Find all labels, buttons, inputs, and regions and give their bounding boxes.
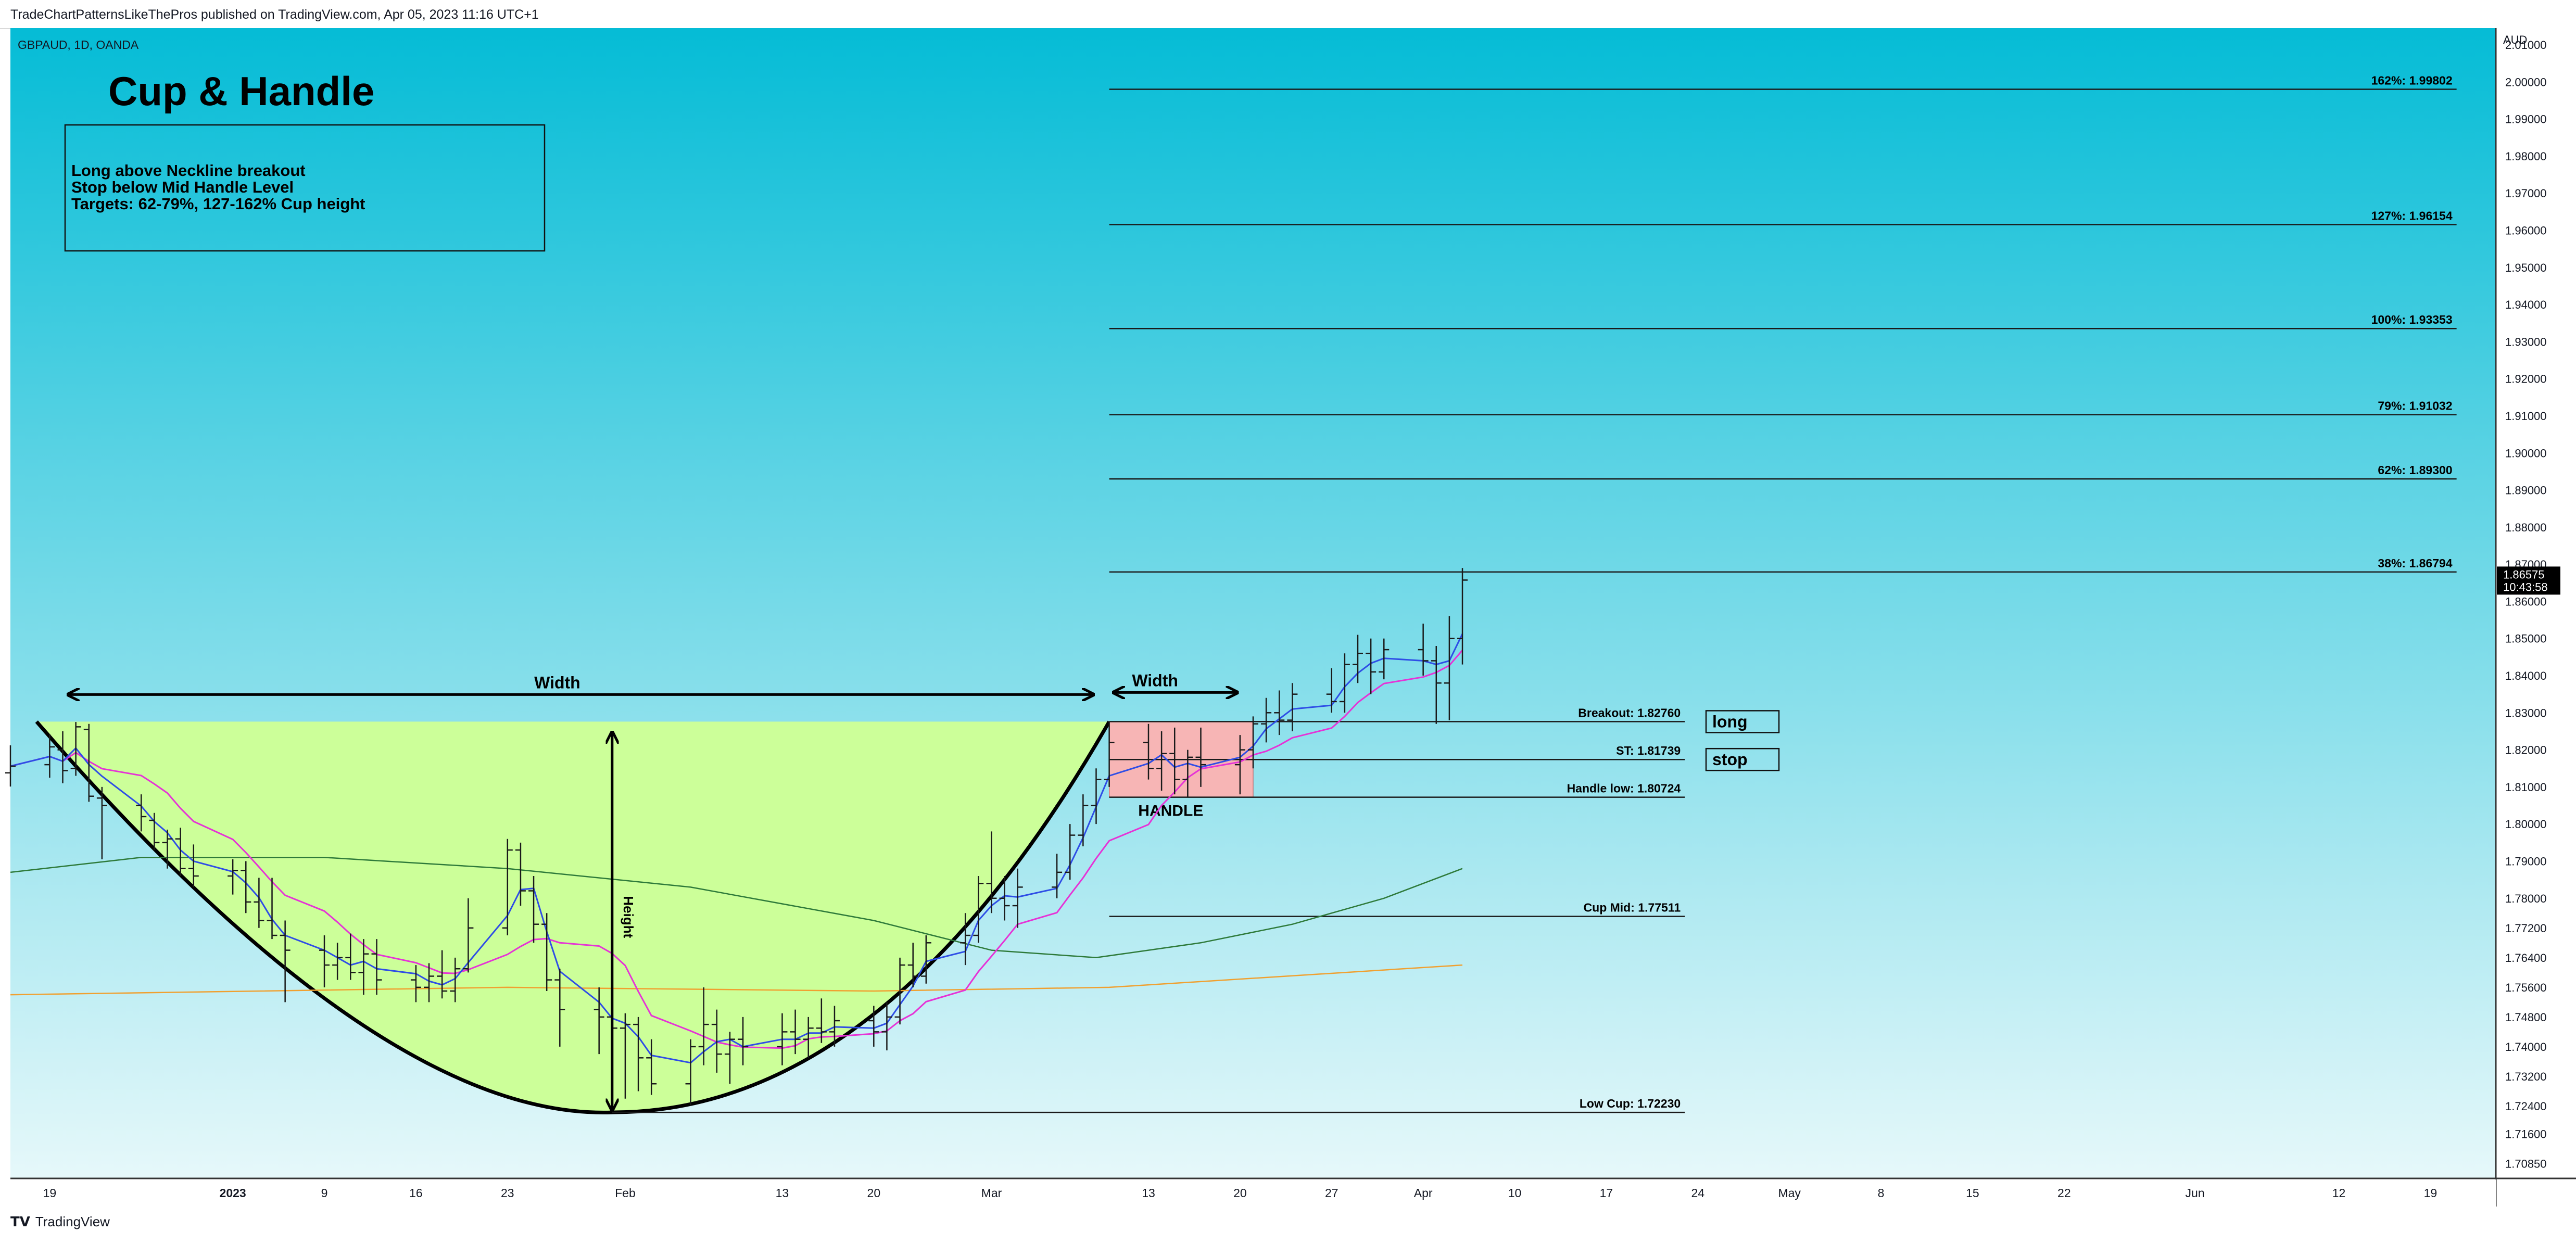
price-tick-label: 1.96000 [2505,224,2547,237]
footer: TV TradingView [0,1207,2576,1244]
time-tick-label: 24 [1691,1186,1704,1200]
time-tick-label: 9 [321,1186,328,1200]
price-tick-label: 1.89000 [2505,484,2547,497]
level-label: ST: 1.81739 [1616,744,1681,757]
ma-long-line [10,964,1463,996]
ma-fast-line [10,633,1463,1064]
symbol-label: GBPAUD, 1D, OANDA [18,38,139,52]
price-tick-label: 1.86000 [2505,595,2547,608]
price-tick-label: 1.76400 [2505,951,2547,964]
price-tick-label: 1.70850 [2505,1157,2547,1170]
price-tick-label: 1.71600 [2505,1127,2547,1140]
cup-outline [35,720,1111,1114]
price-tick-label: 1.92000 [2505,373,2547,386]
time-tick-label: May [1778,1186,1801,1200]
note-line-1: Long above Neckline breakout [71,161,306,180]
price-tick-label: 1.77200 [2505,922,2547,935]
publish-info: TradeChartPatternsLikeThePros published … [10,7,539,22]
time-tick-label: 8 [1878,1186,1885,1200]
handle-width-label: Width [1132,671,1178,690]
tradingview-icon: TV [10,1214,30,1230]
price-tick-label: 1.94000 [2505,298,2547,311]
level-label: 162%: 1.99802 [2371,73,2453,87]
trade-tag-box [1705,710,1780,733]
price-tick-label: 1.85000 [2505,632,2547,645]
price-tick-label: 1.83000 [2505,706,2547,719]
price-tick-label: 1.73200 [2505,1070,2547,1083]
time-tick-label: Jun [2186,1186,2205,1200]
notes-box [64,124,546,252]
price-tick-label: 1.74000 [2505,1040,2547,1053]
time-tick-label: 13 [776,1186,789,1200]
time-tick-label: 27 [1325,1186,1338,1200]
time-tick-label: 22 [2057,1186,2071,1200]
time-tick-label: 20 [1233,1186,1247,1200]
last-price-badge [2497,566,2560,595]
level-label: 38%: 1.86794 [2378,556,2452,570]
price-tick-label: 1.98000 [2505,150,2547,163]
time-tick-label: 15 [1966,1186,1979,1200]
time-tick-label: Apr [1414,1186,1433,1200]
time-tick-label: Feb [615,1186,636,1200]
ma-slow-line [10,857,1463,959]
last-price-value: 1.86575 [2503,568,2545,581]
price-tick-label: 1.81000 [2505,781,2547,794]
time-tick-label: 12 [2332,1186,2346,1200]
ma-mid-line [10,650,1463,1049]
cup-width-label: Width [534,673,580,692]
tradingview-logo[interactable]: TV TradingView [10,1214,110,1230]
time-tick-label: 10 [1508,1186,1522,1200]
time-tick-label: 23 [501,1186,514,1200]
level-label: 127%: 1.96154 [2371,209,2453,223]
time-tick-label: 19 [2424,1186,2438,1200]
level-label: Breakout: 1.82760 [1578,706,1681,719]
level-label: Cup Mid: 1.77511 [1584,901,1681,915]
trade-tag-label: stop [1712,750,1748,769]
price-tick-label: 1.72400 [2505,1100,2547,1113]
price-tick-label: 1.84000 [2505,669,2547,682]
time-tick-label: 2023 [220,1186,246,1200]
price-tick-label: 1.88000 [2505,521,2547,534]
last-price-countdown: 10:43:58 [2503,580,2548,593]
time-tick-label: 19 [43,1186,57,1200]
price-tick-label: 2.00000 [2505,75,2547,88]
chart-area[interactable]: HANDLE 162%: 1.99802 127%: 1.96154 100%: 1… [0,28,2576,1207]
trade-tag-label: long [1712,712,1748,731]
cup-height-label: Height [621,896,636,938]
time-tick-label: 16 [409,1186,423,1200]
price-tick-label: 1.93000 [2505,335,2547,348]
time-tick-label: 17 [1600,1186,1613,1200]
level-label: 79%: 1.91032 [2378,399,2452,413]
time-axis-background [10,1179,2496,1207]
time-tick-label: 13 [1142,1186,1155,1200]
price-tick-label: 1.99000 [2505,113,2547,126]
price-tick-label: 1.75600 [2505,981,2547,994]
level-label: Low Cup: 1.72230 [1580,1097,1681,1110]
note-line-3: Targets: 62-79%, 127-162% Cup height [71,195,365,213]
handle-label: HANDLE [1138,803,1203,820]
price-tick-label: 1.79000 [2505,855,2547,868]
level-label: 100%: 1.93353 [2371,313,2453,326]
price-tick-label: 1.78000 [2505,892,2547,905]
time-tick-label: 20 [867,1186,881,1200]
cup-fill [36,721,1109,1113]
price-tick-label: 1.97000 [2505,187,2547,200]
publish-header: TradeChartPatternsLikeThePros published … [0,0,2576,29]
time-tick-label: Mar [981,1186,1002,1200]
currency-label: AUD [2503,33,2527,46]
level-label: 62%: 1.89300 [2378,463,2452,477]
tradingview-label: TradingView [35,1214,110,1229]
price-axis-background [2496,28,2576,1178]
price-tick-label: 1.82000 [2505,744,2547,757]
price-tick-label: 1.74800 [2505,1011,2547,1024]
chart-title: Cup & Handle [108,68,374,114]
trade-tag-box [1705,747,1780,771]
note-line-2: Stop below Mid Handle Level [71,178,294,196]
price-tick-label: 1.95000 [2505,261,2547,274]
price-tick-label: 1.90000 [2505,447,2547,460]
price-tick-label: 1.80000 [2505,818,2547,831]
price-tick-label: 2.01000 [2505,39,2547,52]
level-label: Handle low: 1.80724 [1567,782,1681,795]
price-tick-label: 1.91000 [2505,410,2547,423]
